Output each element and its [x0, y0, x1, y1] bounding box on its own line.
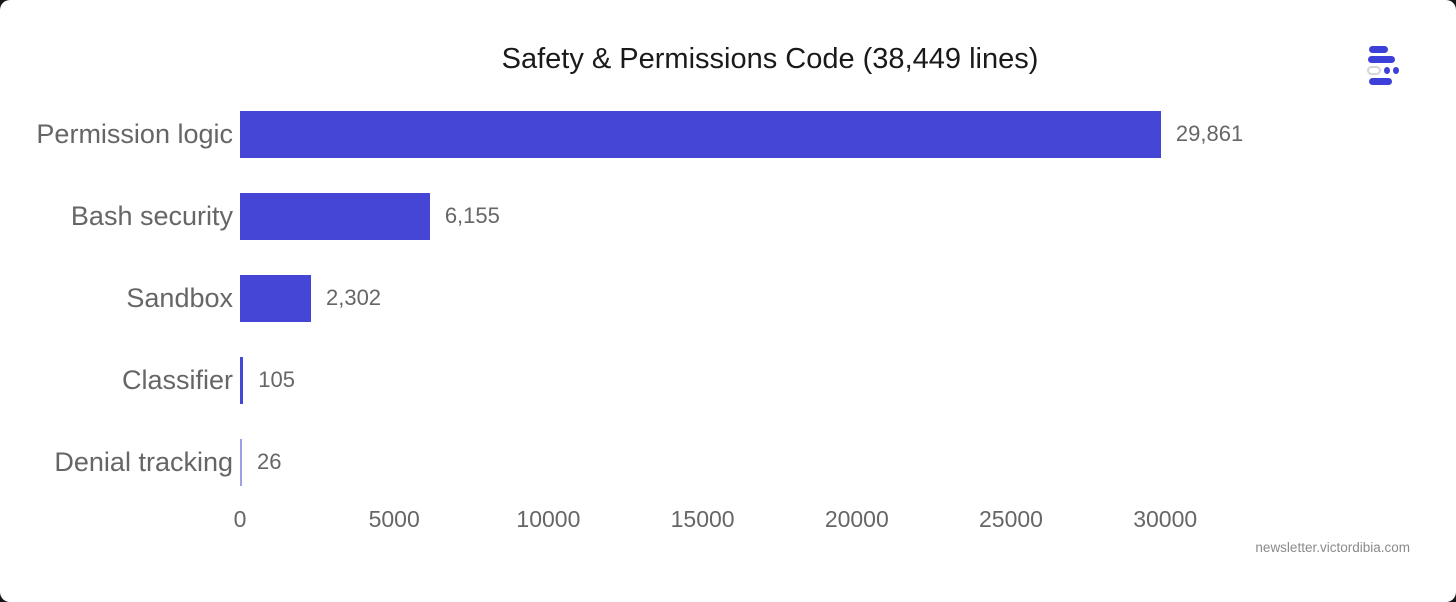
- bar: [240, 438, 242, 486]
- value-label: 2,302: [325, 285, 382, 310]
- x-axis-tick-label: 5000: [368, 506, 420, 532]
- bar: [240, 192, 430, 240]
- logo-dot-1: [1384, 67, 1391, 74]
- logo-pill-outline: [1367, 66, 1382, 75]
- value-label: 26: [257, 449, 282, 474]
- bar: [240, 274, 311, 322]
- logo-bar-top: [1369, 46, 1388, 53]
- chart-row: Denial tracking 26: [0, 421, 1456, 503]
- category-label: Permission logic: [36, 119, 233, 149]
- chart-row: Permission logic 29,861: [0, 93, 1456, 175]
- category-label: Bash security: [70, 201, 233, 231]
- chart-row: Classifier 105: [0, 339, 1456, 421]
- bar: [240, 356, 244, 404]
- newsletter-logo-icon: [1367, 46, 1399, 88]
- x-axis-tick-label: 25000: [979, 506, 1043, 532]
- logo-row-dots: [1367, 66, 1399, 75]
- watermark-text: newsletter.victordibia.com: [1255, 540, 1410, 555]
- chart-title: Safety & Permissions Code (38,449 lines): [501, 43, 1039, 75]
- logo-bar-bottom: [1369, 78, 1392, 85]
- logo-dot-2: [1393, 67, 1399, 74]
- logo-bar-second: [1368, 56, 1395, 63]
- bar: [240, 110, 1161, 158]
- category-label: Sandbox: [126, 283, 233, 313]
- x-axis-tick-label: 10000: [516, 506, 581, 532]
- category-label: Classifier: [121, 365, 233, 395]
- chart-row: Sandbox 2,302: [0, 257, 1456, 339]
- value-label: 105: [258, 367, 295, 392]
- value-label: 6,155: [444, 203, 500, 228]
- chart-row: Bash security 6,155: [0, 175, 1456, 257]
- x-axis-tick-label: 0: [233, 506, 247, 532]
- value-label: 29,861: [1175, 121, 1244, 146]
- x-axis-tick-label: 30000: [1133, 506, 1198, 532]
- x-axis-tick-label: 15000: [670, 506, 735, 532]
- x-axis-tick-label: 20000: [824, 506, 889, 532]
- category-label: Denial tracking: [54, 447, 233, 477]
